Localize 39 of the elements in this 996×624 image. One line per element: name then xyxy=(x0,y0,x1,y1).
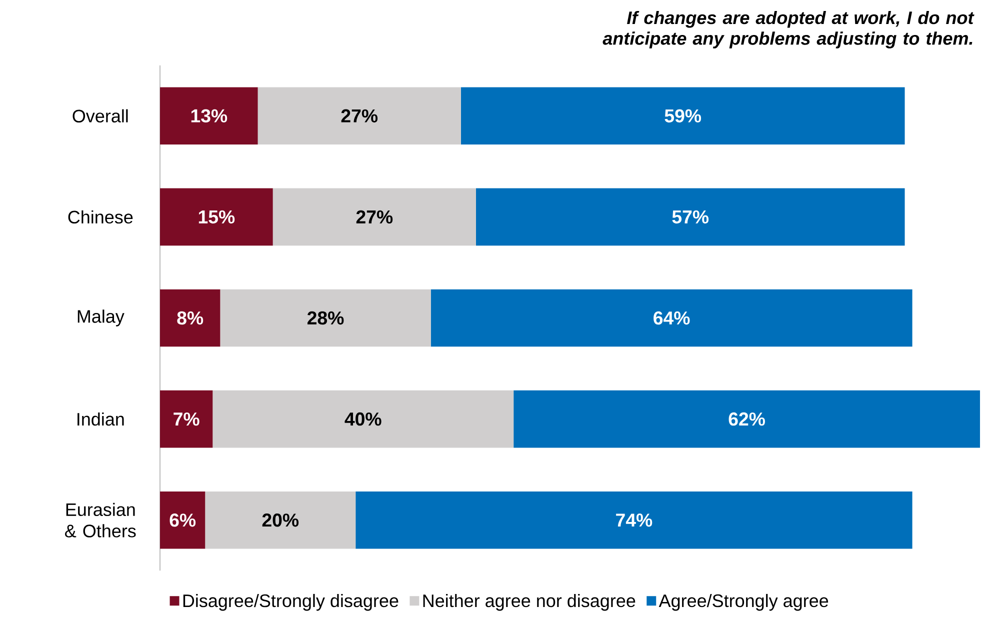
data-label: 64% xyxy=(654,311,690,325)
y-tick-label: Indian xyxy=(78,412,124,426)
legend-label: Neither agree nor disagree xyxy=(423,594,636,611)
bar xyxy=(460,87,905,145)
data-label: 59% xyxy=(664,109,702,122)
bar xyxy=(205,491,356,549)
y-tick-label: Eurasian & Others xyxy=(65,502,136,538)
bar xyxy=(160,188,273,246)
bar xyxy=(356,491,912,549)
data-label: 8% xyxy=(177,311,204,325)
data-label: 74% xyxy=(616,514,652,527)
data-label: 28% xyxy=(307,311,344,325)
data-label: 6% xyxy=(170,514,196,527)
y-tick-label: Overall xyxy=(72,109,128,122)
data-label: 57% xyxy=(672,210,709,224)
data-label: 15% xyxy=(198,210,235,224)
y-tick-label: Chinese xyxy=(68,210,133,224)
bar xyxy=(160,390,213,448)
data-label: 20% xyxy=(262,514,299,527)
bar xyxy=(430,289,912,347)
bar xyxy=(160,87,258,145)
bar xyxy=(212,390,514,448)
data-label: 40% xyxy=(344,412,382,426)
bar xyxy=(220,289,431,347)
bar xyxy=(160,289,220,347)
bar xyxy=(258,87,461,145)
y-tick-label: Malay xyxy=(78,310,124,326)
legend-label: Disagree/Strongly disagree xyxy=(183,594,398,611)
bar xyxy=(160,491,206,549)
legend-label: Agree/Strongly agree xyxy=(658,594,828,611)
data-label: 62% xyxy=(728,412,765,426)
bar xyxy=(476,188,905,246)
data-label: 27% xyxy=(341,109,378,122)
bar xyxy=(514,390,980,448)
chart-title: If changes are adopted at work, I do not anticipate any problems adjusting to them. xyxy=(602,10,974,48)
data-label: 27% xyxy=(356,210,393,224)
bar xyxy=(272,188,476,246)
data-label: 13% xyxy=(191,109,228,122)
data-label: 7% xyxy=(174,412,200,426)
